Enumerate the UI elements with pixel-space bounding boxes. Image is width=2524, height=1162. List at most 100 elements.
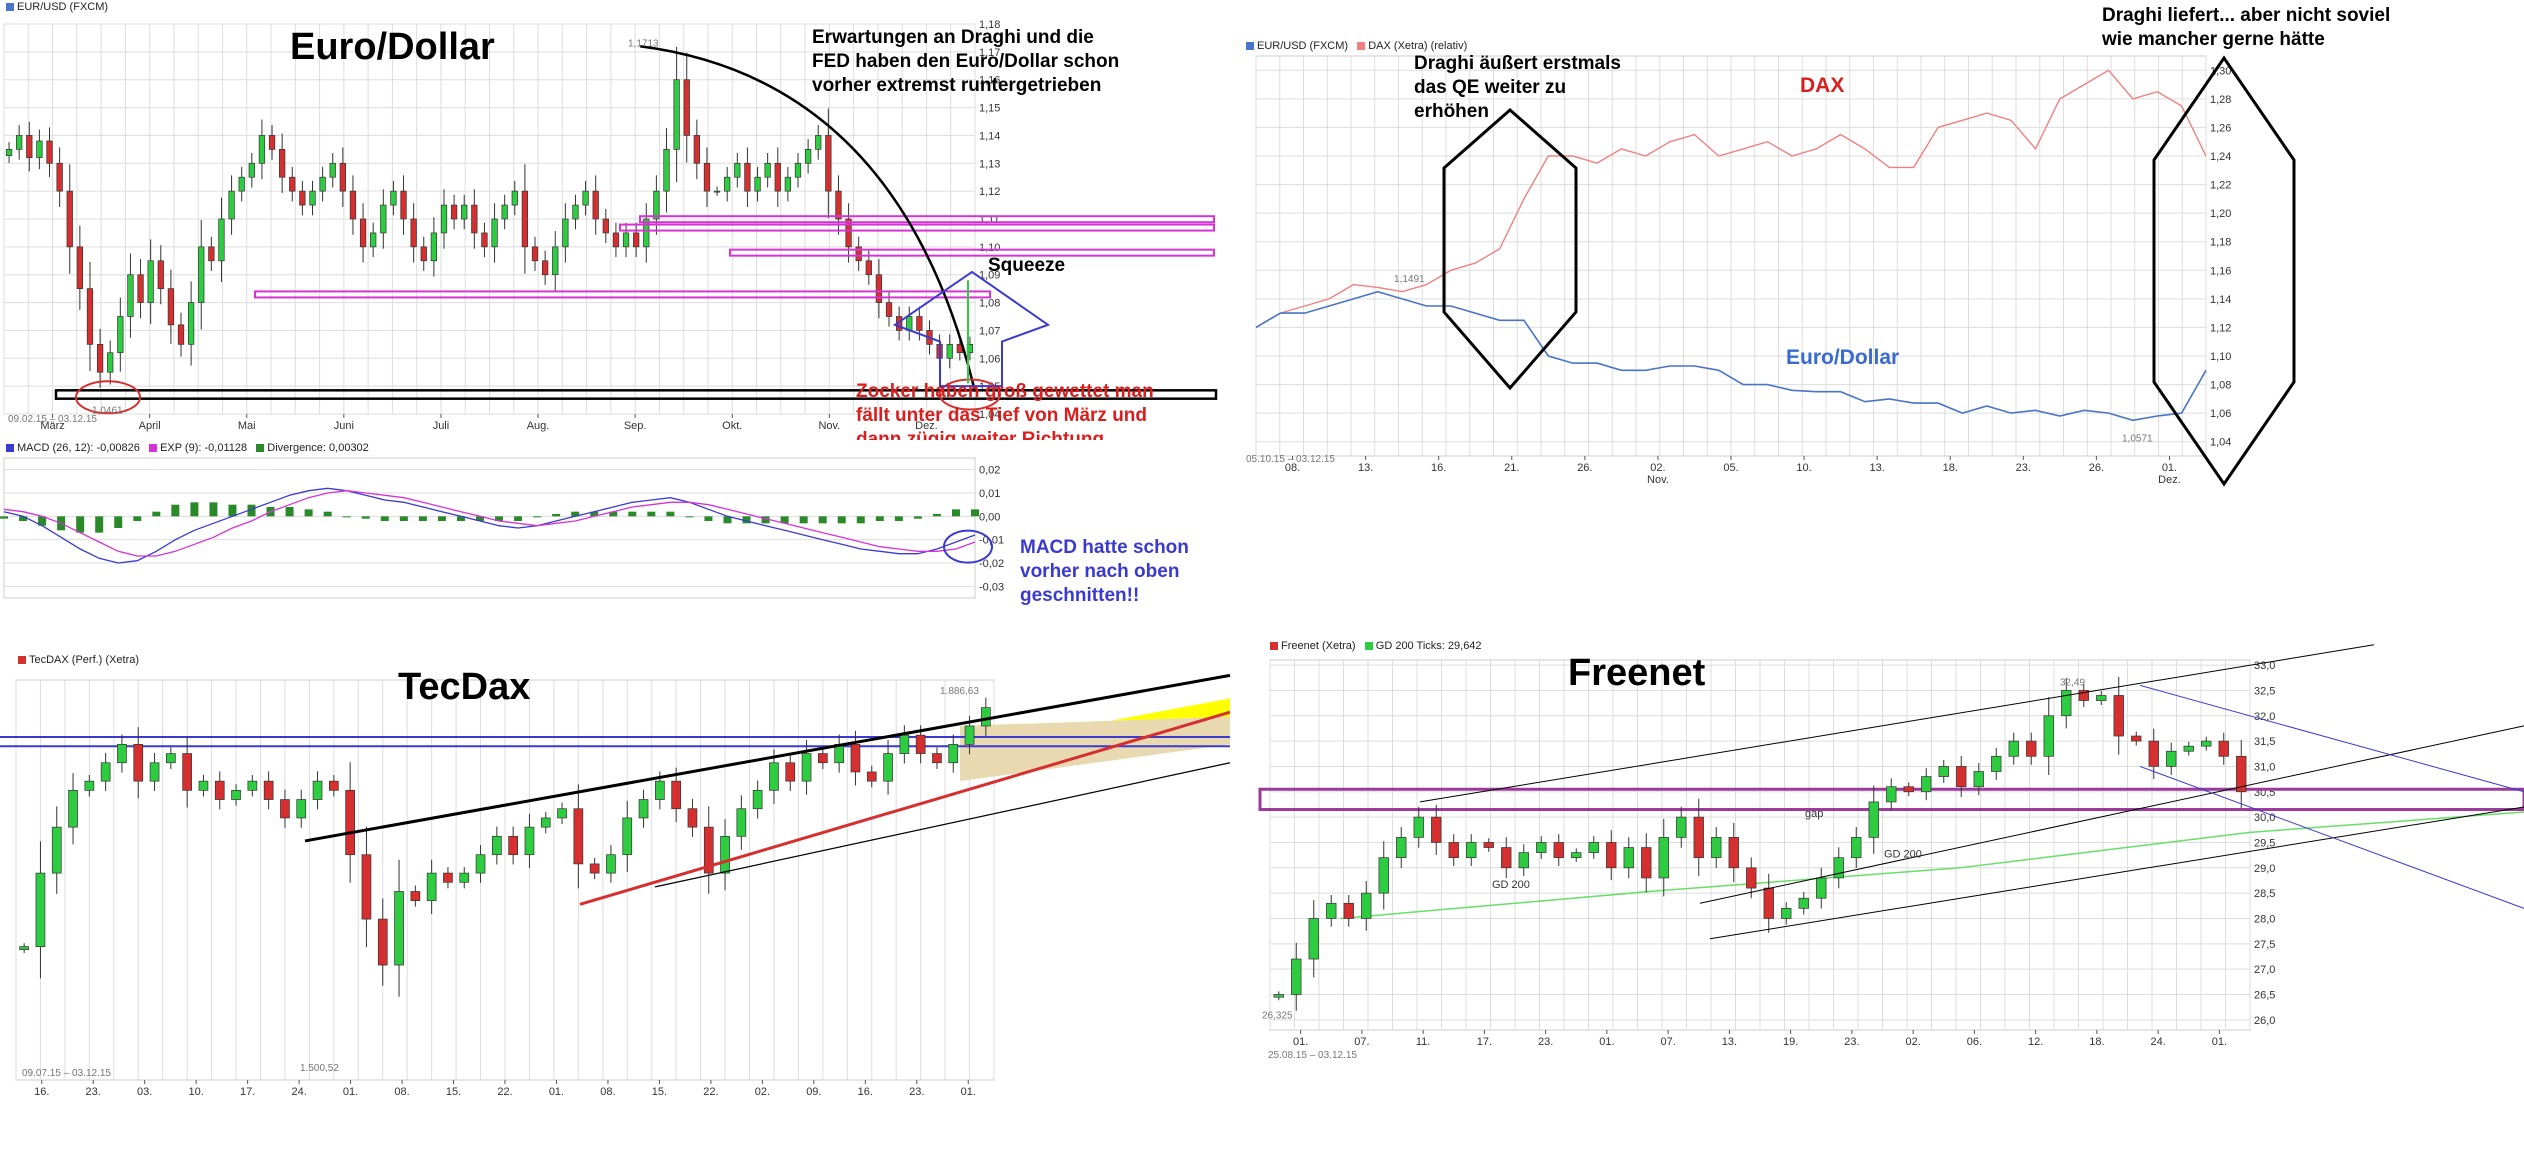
x-tick-label: Juni	[334, 420, 354, 432]
y-tick-label: 32,0	[2254, 711, 2275, 723]
x-tick-label: 18.	[2089, 1036, 2104, 1048]
candle	[2148, 740, 2159, 767]
gd200-label: GD 200	[1884, 849, 1922, 861]
candle	[1571, 852, 1582, 859]
candle	[127, 274, 134, 317]
divergence-bar	[571, 511, 580, 517]
eurusd-chart: 1,181,171,161,151,141,131,121,111,101,09…	[3, 19, 1218, 432]
y-tick-label: 1,13	[979, 158, 1000, 170]
candle	[370, 232, 377, 248]
y-tick-label: 1,04	[979, 409, 1000, 421]
candle	[2026, 740, 2037, 757]
y-tick-label: 1,10	[2210, 351, 2231, 363]
candle	[1518, 852, 1529, 869]
x-tick-label: 10.	[1796, 462, 1811, 474]
candle	[1431, 816, 1442, 843]
candle	[1326, 902, 1337, 919]
divergence-bar	[304, 509, 313, 517]
divergence-bar	[76, 516, 85, 533]
candle	[268, 135, 276, 150]
y-tick-label: 1,14	[2210, 294, 2231, 306]
candle	[1886, 786, 1897, 803]
candle	[380, 204, 387, 234]
candle	[133, 744, 144, 782]
divergence-bar	[951, 509, 960, 517]
candle	[592, 190, 599, 220]
candle	[475, 854, 486, 874]
candle	[319, 176, 326, 192]
x-tick-label: 26.	[2089, 462, 2104, 474]
candle	[1273, 994, 1284, 998]
gd200-line	[1339, 811, 2524, 920]
candle	[359, 218, 367, 248]
y-tick-label: 27,0	[2254, 964, 2275, 976]
candle	[915, 734, 926, 754]
candle	[2096, 695, 2107, 701]
y-tick-label: 0,01	[979, 488, 1000, 500]
candle	[46, 140, 53, 164]
candle	[1868, 801, 1879, 838]
candle	[906, 316, 913, 331]
candle	[390, 190, 397, 206]
candle	[177, 324, 185, 345]
y-tick-label: 1,20	[2210, 208, 2231, 220]
candle	[1798, 897, 1809, 909]
x-tick-label: 17.	[1477, 1036, 1492, 1048]
y-tick-label: 1,28	[2210, 94, 2231, 106]
x-tick-label: 22.	[497, 1086, 512, 1098]
candle	[2131, 735, 2142, 742]
x-tick-label: 01.	[2212, 1036, 2227, 1048]
candle	[511, 190, 518, 206]
trend-arc	[639, 45, 977, 393]
resistance-zone	[619, 223, 1215, 232]
candle	[26, 135, 33, 159]
low-label: 26,325	[1262, 1011, 1293, 1022]
candle	[655, 780, 665, 800]
divergence-bar	[875, 516, 884, 521]
candle	[932, 753, 942, 764]
divergence-bar	[171, 504, 180, 517]
candle	[981, 707, 991, 727]
macd-note: MACD hatte schon vorher nach oben geschn…	[1020, 537, 1189, 606]
candle	[1938, 766, 1949, 777]
dax-eur-chart: 1,301,281,261,241,221,201,181,161,141,12…	[1246, 55, 2296, 487]
blue-down-line	[2139, 765, 2524, 909]
hexagon-right	[2152, 55, 2296, 487]
divergence-bar	[418, 516, 427, 521]
y-tick-label: 31,0	[2254, 761, 2275, 773]
x-tick-label: 19.	[1783, 1036, 1798, 1048]
candle	[1851, 837, 1862, 859]
candle	[845, 218, 852, 248]
candle	[1308, 918, 1319, 960]
candle	[167, 288, 175, 326]
y-tick-label: 1,10	[979, 242, 1000, 254]
range-label: 05.10.15 – 03.12.15	[1246, 454, 1335, 465]
x-tick-label: 15.	[652, 1086, 667, 1098]
eur-line	[1255, 290, 2207, 422]
x-tick-label: 26.	[1577, 462, 1592, 474]
candle	[248, 162, 255, 178]
candle	[693, 135, 700, 164]
candle	[16, 135, 23, 150]
divergence-bar	[228, 504, 237, 517]
candle	[263, 780, 274, 800]
candle	[2078, 690, 2089, 701]
low-label: 1,0461	[92, 406, 123, 417]
y-tick-label: 29,0	[2254, 863, 2275, 875]
x-tick-label: 06.	[1967, 1036, 1982, 1048]
candle	[855, 246, 862, 262]
divergence-bar	[913, 516, 922, 519]
candle	[785, 762, 796, 782]
divergence-bar	[209, 502, 218, 517]
candle	[361, 854, 372, 920]
candle	[612, 232, 620, 248]
candle	[703, 162, 711, 192]
y-tick-label: 27,5	[2254, 939, 2275, 951]
x-tick-label: 22.	[703, 1086, 718, 1098]
candle	[492, 835, 502, 856]
candle	[1711, 837, 1722, 859]
divergence-bar	[247, 504, 256, 517]
y-tick-label: 32,5	[2254, 685, 2275, 697]
squeeze-arrow	[892, 270, 1051, 388]
x-tick-label: 01.	[1293, 1036, 1308, 1048]
